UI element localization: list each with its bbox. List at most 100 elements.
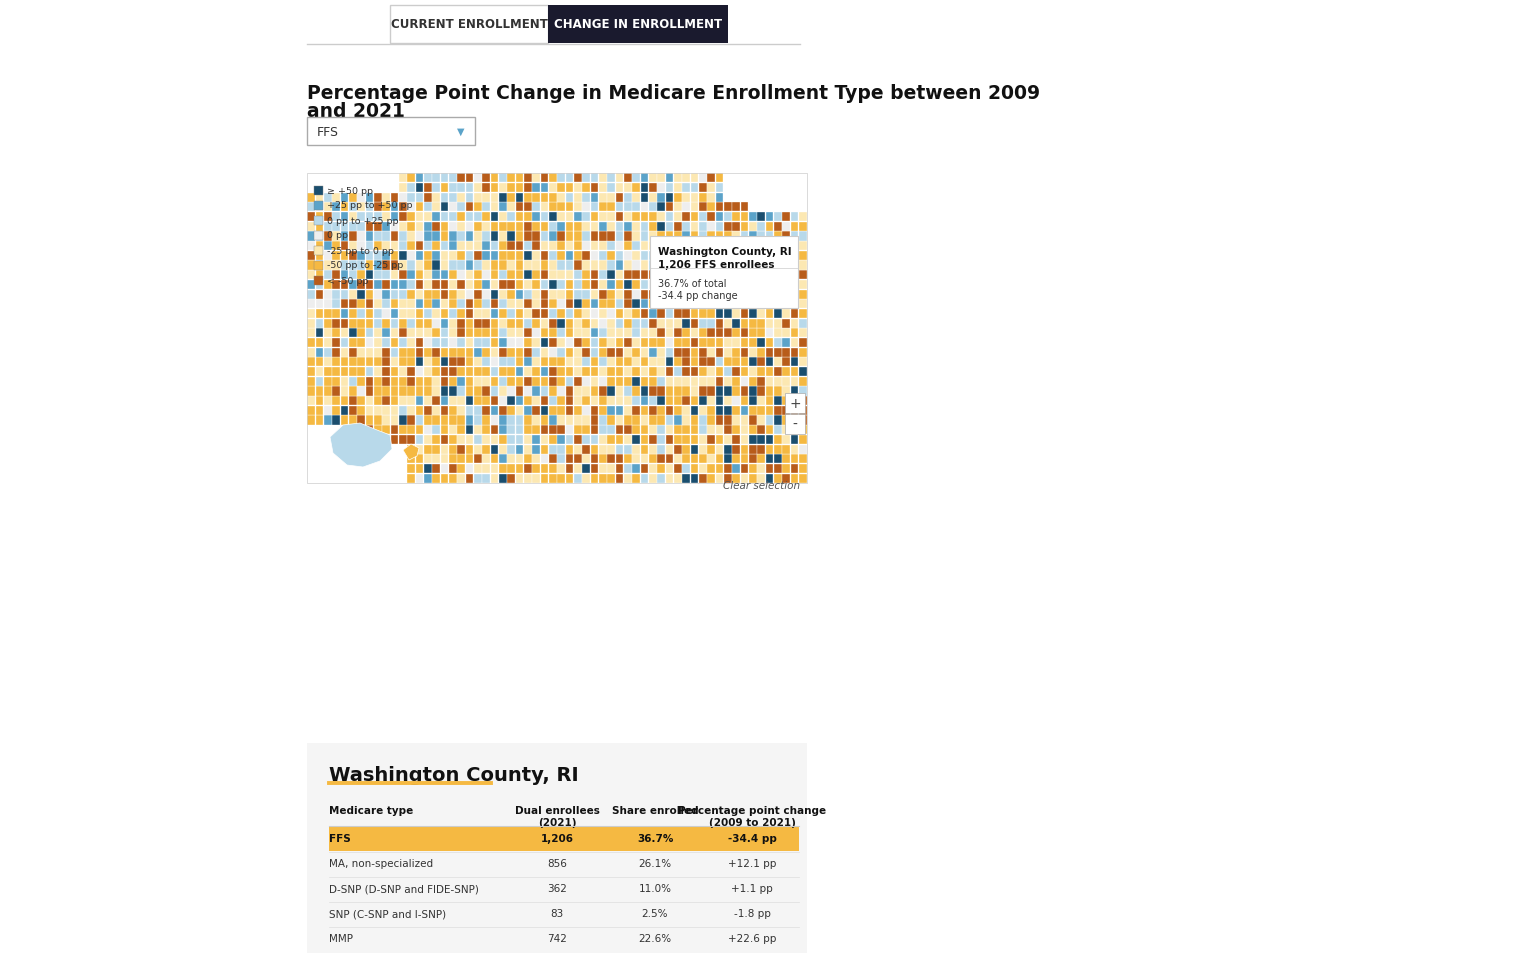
Bar bbox=[658, 338, 665, 348]
Bar bbox=[658, 184, 665, 193]
Bar bbox=[449, 368, 456, 376]
Bar bbox=[458, 252, 465, 260]
Bar bbox=[475, 261, 482, 271]
Bar bbox=[658, 222, 665, 232]
Bar bbox=[591, 436, 598, 444]
Bar bbox=[449, 222, 456, 232]
Bar bbox=[516, 184, 523, 193]
Bar bbox=[516, 213, 523, 222]
Bar bbox=[707, 455, 716, 464]
Bar bbox=[475, 184, 482, 193]
Bar bbox=[482, 396, 490, 406]
Text: FFS: FFS bbox=[317, 126, 339, 138]
Bar bbox=[307, 406, 314, 416]
Bar bbox=[665, 338, 673, 348]
Bar bbox=[383, 396, 391, 406]
Bar bbox=[523, 436, 531, 444]
Bar bbox=[316, 252, 324, 260]
Bar bbox=[391, 436, 398, 444]
Bar bbox=[665, 436, 673, 444]
Bar bbox=[415, 406, 423, 416]
Bar bbox=[716, 377, 723, 386]
Bar bbox=[600, 310, 607, 318]
Bar bbox=[482, 184, 490, 193]
Bar bbox=[540, 174, 548, 183]
Bar bbox=[615, 406, 623, 416]
Bar bbox=[800, 426, 807, 435]
Bar bbox=[766, 233, 774, 241]
Bar bbox=[641, 368, 649, 376]
Bar bbox=[699, 426, 707, 435]
Bar bbox=[307, 310, 314, 318]
Bar bbox=[398, 174, 407, 183]
Bar bbox=[583, 184, 591, 193]
Bar bbox=[516, 329, 523, 338]
Bar bbox=[723, 426, 731, 435]
Bar bbox=[790, 280, 798, 290]
Bar bbox=[790, 377, 798, 386]
Bar bbox=[624, 203, 632, 213]
Bar bbox=[557, 329, 565, 338]
Bar bbox=[624, 358, 632, 367]
Bar bbox=[691, 174, 699, 183]
Bar bbox=[632, 329, 639, 338]
Bar bbox=[482, 474, 490, 483]
Bar bbox=[783, 319, 790, 329]
Bar bbox=[691, 280, 699, 290]
Bar bbox=[800, 329, 807, 338]
Bar bbox=[458, 310, 465, 318]
Bar bbox=[649, 377, 656, 386]
Bar bbox=[475, 436, 482, 444]
Bar bbox=[465, 242, 473, 251]
Bar bbox=[707, 261, 716, 271]
Bar bbox=[316, 338, 324, 348]
Bar bbox=[383, 377, 391, 386]
Bar bbox=[340, 271, 348, 280]
Bar bbox=[699, 396, 707, 406]
Bar bbox=[523, 213, 531, 222]
Bar bbox=[707, 406, 716, 416]
Bar bbox=[716, 445, 723, 455]
Bar bbox=[790, 426, 798, 435]
Text: ≥ +50 pp: ≥ +50 pp bbox=[327, 186, 372, 195]
Bar bbox=[475, 300, 482, 309]
Bar bbox=[432, 338, 439, 348]
Bar bbox=[649, 242, 656, 251]
Bar bbox=[516, 242, 523, 251]
Bar bbox=[475, 348, 482, 357]
Bar bbox=[540, 300, 548, 309]
Bar bbox=[482, 426, 490, 435]
Bar bbox=[407, 406, 415, 416]
Bar bbox=[491, 213, 499, 222]
Bar bbox=[591, 348, 598, 357]
Bar bbox=[441, 416, 449, 425]
Bar bbox=[540, 348, 548, 357]
Bar bbox=[649, 358, 656, 367]
Bar bbox=[749, 252, 757, 260]
Bar bbox=[549, 222, 557, 232]
Bar bbox=[641, 252, 649, 260]
Bar bbox=[682, 222, 690, 232]
Bar bbox=[583, 368, 591, 376]
Bar bbox=[398, 261, 407, 271]
Bar bbox=[324, 396, 331, 406]
Bar bbox=[516, 396, 523, 406]
Bar bbox=[699, 310, 707, 318]
Bar bbox=[665, 406, 673, 416]
Bar bbox=[324, 368, 331, 376]
Bar bbox=[307, 377, 314, 386]
Bar bbox=[682, 464, 690, 474]
Bar bbox=[391, 348, 398, 357]
Bar bbox=[674, 396, 682, 406]
Bar bbox=[549, 213, 557, 222]
Bar bbox=[449, 426, 456, 435]
Bar bbox=[349, 222, 357, 232]
Bar bbox=[790, 233, 798, 241]
Bar bbox=[800, 319, 807, 329]
Bar bbox=[441, 203, 449, 213]
Bar bbox=[357, 436, 365, 444]
Bar bbox=[632, 213, 639, 222]
Bar bbox=[566, 319, 574, 329]
Bar bbox=[658, 474, 665, 483]
Bar bbox=[491, 310, 499, 318]
